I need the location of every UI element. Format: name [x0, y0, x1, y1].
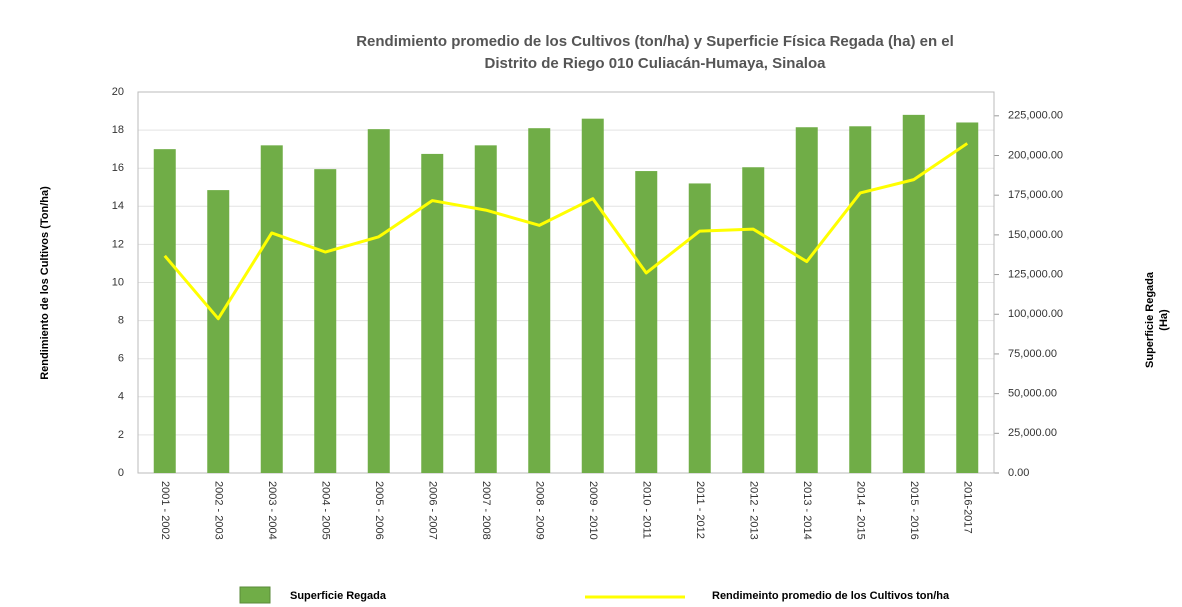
x-tick-label: 2011 - 2012 [694, 481, 706, 539]
chart-title: Distrito de Riego 010 Culiacán-Humaya, S… [485, 55, 827, 72]
bar [635, 171, 658, 473]
y2-tick-label: 150,000.00 [1008, 229, 1063, 241]
x-tick-label: 2010 - 2011 [640, 481, 652, 539]
x-tick-label: 2013 - 2014 [801, 481, 813, 540]
bar [742, 167, 765, 473]
bar [314, 169, 337, 473]
y2-tick-label: 50,000.00 [1008, 388, 1057, 400]
x-tick-label: 2007 - 2008 [480, 481, 492, 540]
y2-tick-label: 25,000.00 [1008, 427, 1057, 439]
x-tick-label: 2014 - 2015 [854, 481, 866, 540]
y2-tick-label: 100,000.00 [1008, 308, 1063, 320]
y-tick-label: 0 [118, 467, 124, 479]
x-tick-label: 2002 - 2003 [212, 481, 224, 540]
legend-label: Superficie Regada [290, 590, 387, 602]
x-tick-label: 2012 - 2013 [747, 481, 759, 540]
bar [581, 118, 604, 474]
y2-axis-label: (Ha) [1158, 309, 1170, 331]
x-tick-label: 2003 - 2004 [266, 481, 278, 540]
y-tick-label: 6 [118, 353, 124, 365]
bar [153, 149, 176, 473]
y-tick-label: 20 [112, 86, 124, 98]
x-tick-label: 2016-2017 [961, 481, 973, 534]
bar [688, 183, 711, 473]
y2-tick-label: 125,000.00 [1008, 268, 1063, 280]
bar [956, 122, 979, 473]
bar [474, 145, 497, 473]
x-tick-label: 2009 - 2010 [587, 481, 599, 540]
chart-title: Rendimiento promedio de los Cultivos (to… [356, 33, 954, 50]
legend-swatch [239, 586, 271, 604]
y-tick-label: 8 [118, 315, 124, 327]
legend-label: Rendimeinto promedio de los Cultivos ton… [712, 590, 950, 602]
y-tick-label: 18 [112, 124, 124, 136]
y-tick-label: 4 [118, 391, 124, 403]
y-tick-label: 2 [118, 429, 124, 441]
y2-tick-label: 200,000.00 [1008, 149, 1063, 161]
bar [367, 129, 390, 473]
y-tick-label: 16 [112, 162, 124, 174]
bar [849, 126, 872, 473]
y-axis-label: Rendimiento de los Cultivos (Ton/ha) [39, 186, 51, 380]
y2-tick-label: 175,000.00 [1008, 189, 1063, 201]
line [163, 142, 969, 321]
y2-tick-label: 75,000.00 [1008, 348, 1057, 360]
y2-axis-label: Superficie Regada [1144, 271, 1156, 368]
bar [207, 190, 230, 474]
y2-tick-label: 225,000.00 [1008, 110, 1063, 122]
x-tick-label: 2015 - 2016 [908, 481, 920, 540]
x-tick-label: 2006 - 2007 [426, 481, 438, 540]
y2-tick-label: 0.00 [1008, 467, 1029, 479]
x-tick-label: 2008 - 2009 [533, 481, 545, 540]
y-tick-label: 10 [112, 276, 124, 288]
x-tick-label: 2001 - 2002 [159, 481, 171, 540]
bar [260, 145, 283, 473]
bar [528, 128, 551, 473]
y-tick-label: 14 [112, 200, 124, 212]
plot-frame [137, 91, 995, 474]
bar [902, 114, 925, 474]
x-tick-label: 2005 - 2006 [373, 481, 385, 540]
y-tick-label: 12 [112, 238, 124, 250]
bar [795, 127, 818, 474]
bar [421, 153, 444, 473]
x-tick-label: 2004 - 2005 [319, 481, 331, 540]
